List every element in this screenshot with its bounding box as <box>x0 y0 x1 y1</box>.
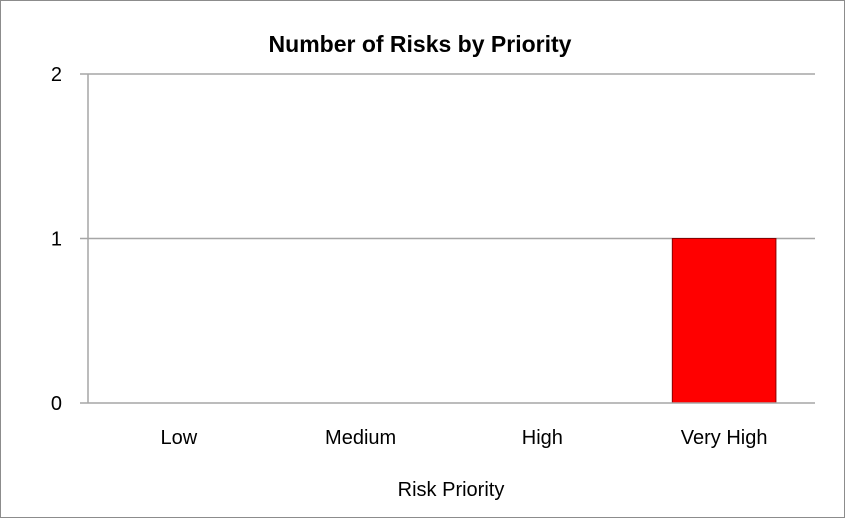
y-tick-label-2: 2 <box>51 64 62 86</box>
y-tick-label-1: 1 <box>51 229 62 251</box>
chart-title: Number of Risks by Priority <box>269 31 572 57</box>
bar-very-high <box>671 238 777 404</box>
x-tick-label-low: Low <box>161 427 198 449</box>
x-tick-label-medium: Medium <box>325 427 396 449</box>
x-tick-label-high: High <box>522 427 563 449</box>
gridlines <box>80 73 815 240</box>
x-tick-labels: Low Medium High Very High <box>161 427 768 449</box>
y-tick-label-0: 0 <box>51 393 62 415</box>
x-tick-label-very-high: Very High <box>681 427 768 449</box>
y-tick-labels: 0 1 2 <box>51 64 62 415</box>
axes <box>80 74 815 404</box>
bars <box>671 238 777 404</box>
x-axis-title: Risk Priority <box>398 479 505 501</box>
